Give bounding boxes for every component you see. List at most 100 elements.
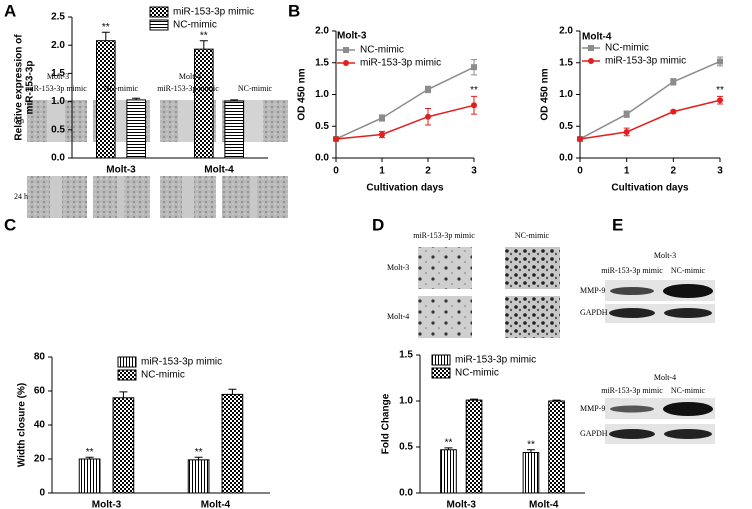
error-bar bbox=[194, 456, 203, 460]
column-label: miR-153-3p mimic bbox=[601, 266, 663, 275]
significance: ** bbox=[195, 447, 203, 458]
legend-label: NC-mimic bbox=[605, 43, 649, 54]
error-bar bbox=[526, 449, 535, 453]
panel-label: A bbox=[4, 1, 16, 20]
western-blots bbox=[605, 280, 715, 444]
line bbox=[335, 66, 475, 140]
y-tick-label: 40 bbox=[34, 420, 46, 431]
significance: ** bbox=[445, 438, 453, 449]
bar bbox=[548, 400, 565, 494]
y-axis-label: Fold Change bbox=[381, 393, 392, 454]
group-label: Molt-3 bbox=[47, 72, 69, 81]
marker bbox=[379, 131, 385, 138]
blot-title: Molt-4 bbox=[654, 373, 676, 382]
column-label: miR-153-3p mimic bbox=[25, 84, 87, 93]
error-bar bbox=[119, 391, 128, 398]
bar bbox=[221, 393, 244, 494]
legend-swatch bbox=[117, 369, 137, 381]
bar bbox=[522, 452, 540, 494]
y-axis-label: Relative expression ofmiR-153-3p bbox=[13, 34, 35, 141]
legend-label: NC-mimic bbox=[141, 370, 185, 381]
bar bbox=[440, 449, 457, 494]
blot-title: Molt-3 bbox=[654, 251, 676, 260]
line bbox=[579, 60, 721, 140]
row-label: GAPDH bbox=[580, 429, 608, 438]
y-axis-label: OD 450 nm bbox=[540, 68, 551, 120]
bar bbox=[194, 48, 214, 159]
marker bbox=[623, 128, 630, 135]
legend-marker bbox=[588, 45, 594, 51]
legend-marker bbox=[588, 58, 594, 64]
y-tick-label: 2.5 bbox=[51, 12, 65, 23]
legend-swatch bbox=[431, 354, 451, 366]
x-tick-label: 0 bbox=[577, 166, 583, 177]
y-tick-label: 0.5 bbox=[315, 121, 329, 132]
line bbox=[579, 99, 721, 140]
y-tick-label: 1.5 bbox=[559, 57, 573, 68]
y-tick-label: 1.0 bbox=[399, 396, 413, 407]
column-label: NC-mimic bbox=[671, 266, 706, 275]
significance: ** bbox=[200, 30, 208, 41]
row-label: GAPDH bbox=[580, 308, 608, 317]
marker bbox=[670, 108, 677, 115]
x-tick-label: 2 bbox=[671, 166, 677, 177]
y-tick-label: 1.5 bbox=[315, 57, 329, 68]
marker bbox=[425, 113, 431, 120]
row-label: MMP-9 bbox=[580, 286, 605, 295]
marker bbox=[333, 135, 339, 142]
marker bbox=[717, 97, 723, 104]
legend-swatch bbox=[149, 19, 169, 31]
y-tick-label: 0.5 bbox=[51, 124, 65, 135]
column-label: NC-mimic bbox=[104, 84, 139, 93]
error-bar bbox=[230, 99, 239, 102]
y-tick-label: 80 bbox=[34, 352, 46, 363]
error-bar bbox=[132, 97, 141, 100]
y-tick-label: 0.0 bbox=[51, 153, 65, 164]
legend-swatch bbox=[117, 356, 137, 368]
y-tick-label: 1.5 bbox=[51, 68, 65, 79]
column-label: miR-153-3p mimic bbox=[157, 84, 219, 93]
y-tick-label: 0.5 bbox=[399, 442, 413, 453]
bar bbox=[224, 100, 245, 159]
panel-label: E bbox=[612, 215, 623, 234]
y-tick-label: 1.0 bbox=[559, 89, 573, 100]
x-tick-label: 0 bbox=[333, 166, 339, 177]
y-tick-label: 0.0 bbox=[559, 153, 573, 164]
error-bar bbox=[199, 40, 208, 50]
x-tick-label: 1 bbox=[379, 166, 385, 177]
marker bbox=[471, 102, 477, 109]
legend-swatch bbox=[149, 6, 169, 18]
bar bbox=[126, 99, 146, 159]
error-bar bbox=[101, 31, 110, 41]
marker bbox=[670, 78, 677, 85]
marker bbox=[717, 58, 723, 65]
bar bbox=[96, 40, 116, 159]
y-tick-label: 20 bbox=[34, 454, 46, 465]
x-tick-label: Molt-3 bbox=[106, 165, 136, 176]
legend-label: NC-mimic bbox=[455, 368, 499, 379]
marker bbox=[577, 135, 583, 142]
bar bbox=[78, 458, 101, 494]
column-label: NC-mimic bbox=[671, 386, 706, 395]
legend-label: NC-mimic bbox=[173, 20, 217, 31]
y-tick-label: 60 bbox=[34, 386, 46, 397]
wound-images bbox=[27, 100, 288, 218]
chart-title: Molt-4 bbox=[582, 32, 612, 43]
marker bbox=[623, 111, 630, 118]
y-tick-label: 0.0 bbox=[399, 488, 413, 499]
y-tick-label: 0 bbox=[39, 488, 45, 499]
legend-label: miR-153-3p mimic bbox=[455, 355, 536, 366]
row-label: 0 h bbox=[14, 116, 24, 125]
legend-label: miR-153-3p mimic bbox=[605, 56, 686, 67]
line bbox=[335, 104, 475, 140]
group-label: Molt-4 bbox=[179, 72, 201, 81]
x-tick-label: 1 bbox=[624, 166, 630, 177]
legend-marker bbox=[343, 60, 349, 66]
error-bar bbox=[228, 388, 237, 395]
y-tick-label: 2.0 bbox=[559, 26, 573, 37]
legend-marker bbox=[343, 47, 349, 53]
column-label: miR-153-3p mimic bbox=[413, 231, 475, 240]
legend-label: NC-mimic bbox=[360, 45, 404, 56]
y-tick-label: 2.0 bbox=[315, 26, 329, 37]
marker bbox=[471, 64, 477, 71]
